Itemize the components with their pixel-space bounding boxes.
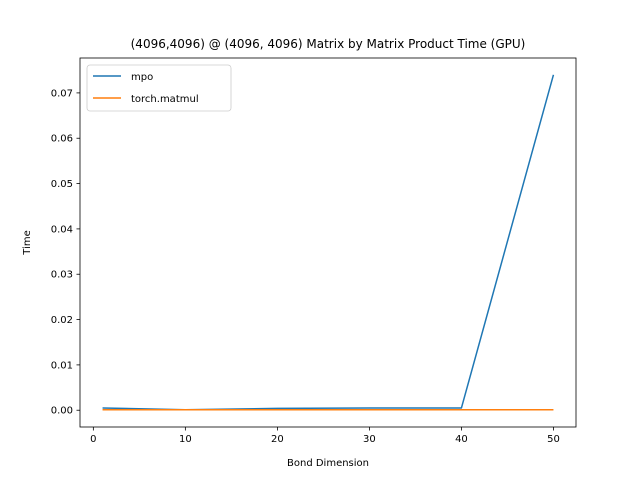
y-tick-label: 0.02 [51, 315, 73, 326]
y-axis: 0.00 0.01 0.02 0.03 0.04 0.05 0.06 0.07 [51, 88, 80, 417]
chart-title: (4096,4096) @ (4096, 4096) Matrix by Mat… [131, 37, 526, 51]
x-tick-label: 0 [90, 434, 96, 445]
legend: mpo torch.matmul [86, 64, 232, 112]
plot-area [79, 57, 577, 428]
x-tick-label: 20 [271, 434, 284, 445]
series-lines [102, 74, 555, 411]
legend-box [86, 64, 232, 112]
y-tick-label: 0.03 [51, 270, 73, 281]
legend-label: torch.matmul [131, 94, 199, 105]
x-axis: 0 10 20 30 40 50 [90, 427, 560, 445]
y-tick-label: 0.06 [51, 134, 73, 145]
x-tick-label: 40 [455, 434, 468, 445]
legend-label: mpo [131, 72, 153, 83]
y-axis-label: Time [22, 230, 33, 255]
x-tick-label: 50 [547, 434, 560, 445]
y-tick-label: 0.07 [51, 88, 73, 99]
x-tick-label: 10 [179, 434, 192, 445]
x-tick-label: 30 [363, 434, 376, 445]
y-tick-label: 0.05 [51, 179, 73, 190]
y-tick-label: 0.00 [51, 406, 73, 417]
series-line-0 [102, 74, 555, 411]
y-tick-label: 0.04 [51, 224, 73, 235]
x-axis-label: Bond Dimension [287, 458, 369, 469]
y-tick-label: 0.01 [51, 360, 73, 371]
